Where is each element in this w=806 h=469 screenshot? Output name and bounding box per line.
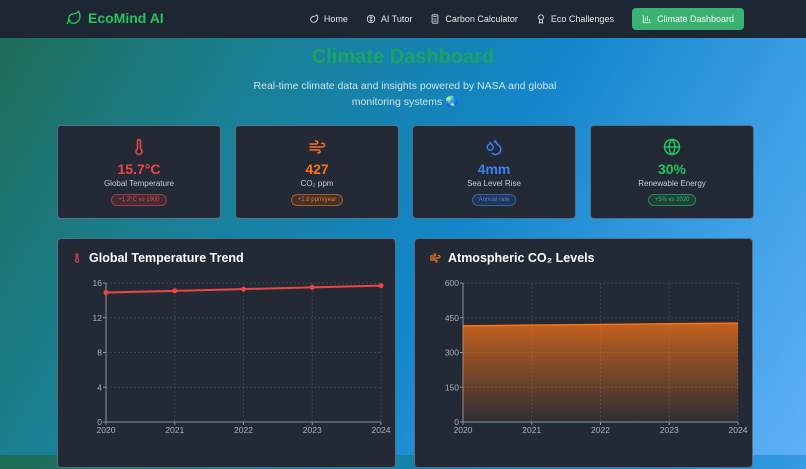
leaf-icon [66,10,81,25]
stat-badge: +2.8 ppm/year [290,194,344,206]
brand-name: EcoMind AI [88,10,164,26]
stat-badge: Annual rate [471,194,517,206]
nav-link-ai-tutor[interactable]: AI Tutor [366,14,413,24]
co2-area-chart: 0 150 300 450 600 2020 2021 2022 2023 2024 [445,278,748,435]
stat-label: Sea Level Rise [467,179,521,188]
stat-badge: +5% vs 2020 [647,194,697,206]
stat-value: 15.7°C [117,161,161,177]
trophy-icon [537,14,544,24]
nav-link-home[interactable]: Home [309,14,348,24]
y-tick-label: 16 [93,278,103,288]
stat-value: 427 [305,161,329,177]
y-tick-label: 300 [445,348,459,358]
leaf-icon [310,14,318,23]
bar-chart-icon [642,15,651,24]
temperature-chart-panel: Global Temperature Trend 0 4 8 12 16 2020 2021… [57,238,396,468]
y-tick-label: 150 [445,382,459,392]
y-tick-label: 8 [97,348,102,358]
y-tick-label: 450 [445,313,459,323]
nav-link-label: Home [323,14,348,24]
droplets-icon [486,140,502,156]
thermometer-icon [74,253,80,263]
stat-card: 427 CO₂ ppm +2.8 ppm/year [235,125,399,219]
stat-card: 4mm Sea Level Rise Annual rate [412,125,576,219]
brain-icon [366,14,376,24]
stat-card: 30% Renewable Energy +5% vs 2020 [590,125,754,219]
area-line [462,322,739,327]
page-subtitle: Real-time climate data and insights powe… [253,80,557,108]
x-tick-label: 2023 [660,425,679,435]
navbar: EcoMind AI Home AI Tutor Carbon Calculator… [0,0,806,38]
brand-logo[interactable]: EcoMind AI [66,10,164,26]
x-tick-label: 2021 [165,425,184,435]
calculator-icon [432,14,439,24]
stat-value: 30% [657,161,687,177]
stat-card: 15.7°C Global Temperature +1.2°C vs 1900 [57,125,221,219]
stat-badge: +1.2°C vs 1900 [111,194,167,206]
data-point [378,283,384,289]
data-point [103,290,109,296]
co2-chart-panel: Atmospheric CO₂ Levels 0 150 300 450 600 2020… [414,238,753,468]
nav-link-carbon-calculator[interactable]: Carbon Calculator [430,14,518,24]
nav-link-label: AI Tutor [380,14,413,24]
x-tick-label: 2021 [522,425,541,435]
page-title: Climate Dashboard [311,46,495,68]
x-tick-label: 2023 [303,425,322,435]
chart-title: Atmospheric CO₂ Levels [448,251,595,265]
x-tick-label: 2024 [372,425,391,435]
nav-link-label: Climate Dashboard [656,14,734,24]
stat-value: 4mm [477,161,511,177]
chart-title: Global Temperature Trend [89,251,244,265]
y-tick-label: 12 [93,313,103,323]
y-tick-label: 4 [97,382,102,392]
x-tick-label: 2022 [234,425,253,435]
wind-icon [430,253,441,263]
y-tick-label: 0 [454,417,459,427]
nav-link-eco-challenges[interactable]: Eco Challenges [536,14,614,24]
y-tick-label: 600 [445,278,459,288]
x-tick-label: 2020 [454,425,473,435]
nav-link-climate-dashboard[interactable]: Climate Dashboard [631,8,744,30]
data-point [309,284,315,290]
x-tick-label: 2020 [97,425,116,435]
data-point [241,286,246,292]
stat-label: CO₂ ppm [300,179,334,188]
stat-label: Global Temperature [103,179,175,188]
temperature-line-chart: 0 4 8 12 16 2020 2021 2022 2023 2024 [93,278,391,435]
data-point [172,288,178,294]
area-fill [463,323,738,422]
thermometer-icon [135,138,143,156]
globe-icon [663,138,681,156]
x-tick-label: 2022 [591,425,610,435]
wind-icon [309,140,326,154]
nav-link-label: Carbon Calculator [445,14,518,24]
nav-link-label: Eco Challenges [550,14,614,24]
x-tick-label: 2024 [729,425,748,435]
stat-label: Renewable Energy [638,179,706,188]
y-tick-label: 0 [97,417,102,427]
